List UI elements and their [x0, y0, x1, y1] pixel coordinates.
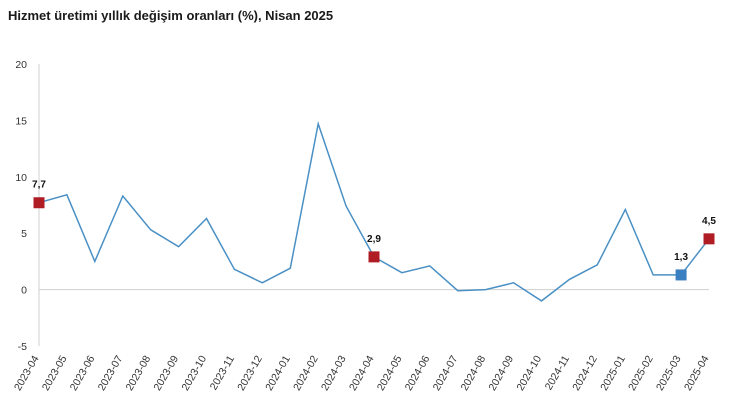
- x-tick-label: 2024-09: [487, 353, 517, 393]
- x-tick-label: 2023-09: [152, 353, 182, 393]
- x-tick-label: 2024-05: [375, 353, 405, 393]
- y-tick-label: 15: [15, 115, 27, 127]
- x-tick-label: 2024-10: [514, 353, 544, 393]
- data-label: 7,7: [32, 180, 46, 191]
- x-tick-label: 2024-07: [431, 353, 461, 393]
- x-tick-label: 2025-02: [626, 353, 656, 393]
- data-label: 1,3: [674, 252, 688, 263]
- x-tick-label: 2025-01: [598, 353, 628, 393]
- data-label: 4,5: [702, 216, 716, 227]
- y-tick-label: 20: [15, 59, 27, 71]
- x-tick-label: 2024-12: [570, 353, 600, 393]
- x-tick-label: 2024-08: [459, 353, 489, 393]
- highlight-marker: [33, 197, 45, 209]
- x-tick-label: 2023-11: [208, 353, 237, 392]
- x-tick-labels: 2023-042023-052023-062023-072023-082023-…: [12, 353, 712, 393]
- data-label: 2,9: [367, 234, 381, 245]
- y-tick-label: 10: [15, 172, 27, 184]
- x-tick-label: 2023-05: [40, 353, 70, 393]
- series-line: [38, 120, 710, 302]
- highlight-marker: [368, 251, 380, 263]
- y-tick-label: 5: [21, 228, 27, 240]
- y-tick-label: -5: [18, 341, 27, 353]
- x-tick-label: 2024-04: [347, 353, 377, 393]
- y-tick-labels: -5 0 5 10 15 20: [15, 59, 27, 353]
- x-tick-label: 2023-08: [124, 353, 154, 393]
- x-tick-label: 2024-01: [263, 353, 293, 393]
- x-tick-label: 2024-11: [543, 353, 572, 392]
- chart-title: Hizmet üretimi yıllık değişim oranları (…: [8, 8, 334, 23]
- highlight-markers: 7,7 2,9 1,3 4,5: [32, 180, 716, 281]
- x-tick-label: 2024-02: [291, 353, 321, 393]
- x-tick-label: 2025-04: [682, 353, 712, 393]
- x-tick-label: 2023-07: [96, 353, 126, 393]
- highlight-marker: [675, 269, 687, 281]
- x-tick-label: 2023-12: [235, 353, 265, 393]
- x-tick-label: 2023-10: [179, 353, 209, 393]
- x-tick-label: 2023-06: [68, 353, 98, 393]
- x-tick-label: 2023-04: [12, 353, 42, 393]
- x-tick-label: 2024-06: [403, 353, 433, 393]
- x-tick-label: 2025-03: [654, 353, 684, 393]
- highlight-marker: [703, 233, 715, 245]
- x-tick-label: 2024-03: [319, 353, 349, 393]
- y-tick-label: 0: [21, 285, 27, 297]
